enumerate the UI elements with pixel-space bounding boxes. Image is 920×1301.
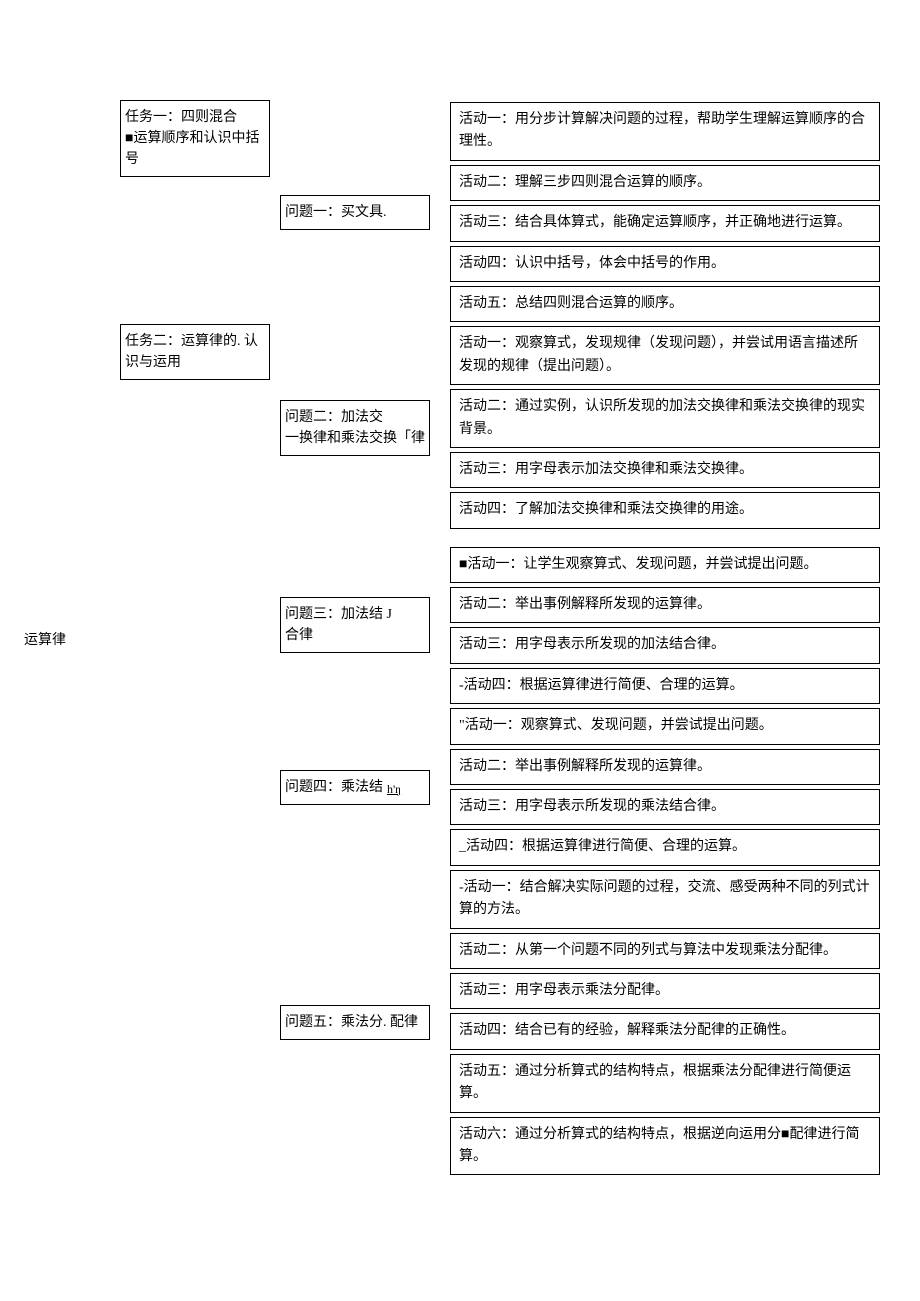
activity-box: 活动四：结合已有的经验，解释乘法分配律的正确性。: [450, 1013, 880, 1049]
activity-box: 活动二：举出事例解释所发现的运算律。: [450, 587, 880, 623]
question-1-box: 问题一：买文具.: [280, 195, 430, 230]
activity-box: 活动一：用分步计算解决问题的过程，帮助学生理解运算顺序的合理性。: [450, 102, 880, 161]
question-5-box: 问题五：乘法分. 配律: [280, 1005, 430, 1040]
task-2-box: 任务二：运算律的. 认识与运用: [120, 324, 270, 380]
q5-activities: -活动一：结合解决实际问题的过程，交流、感受两种不同的列式计算的方法。 活动二：…: [450, 868, 890, 1178]
tree-root: 运算律 任务一：四则混合 ■运算顺序和认识中括号 问题一：买文具. 活动一：用分…: [20, 100, 900, 1177]
q3-activities: ■活动一：让学生观察算式、发现问题，并尝试提出问题。 活动二：举出事例解释所发现…: [450, 545, 890, 707]
activity-box: 活动二：理解三步四则混合运算的顺序。: [450, 165, 880, 201]
q1-activities: 活动一：用分步计算解决问题的过程，帮助学生理解运算顺序的合理性。 活动二：理解三…: [450, 100, 890, 324]
q2-activities: 活动一：观察算式，发现规律（发现问题），并尝试用语言描述所发现的规律（提出问题）…: [450, 324, 890, 530]
q4-suffix: h'ŋ: [387, 780, 401, 798]
activity-box: _活动四：根据运算律进行简便、合理的运算。: [450, 829, 880, 865]
question-4-box: 问题四：乘法结 h'ŋ: [280, 770, 430, 805]
activity-box: 活动三：用字母表示加法交换律和乘法交换律。: [450, 452, 880, 488]
q4-activities: "活动一：观察算式、发现问题，并尝试提出问题。 活动二：举出事例解释所发现的运算…: [450, 706, 890, 868]
activity-box: 活动四：了解加法交换律和乘法交换律的用途。: [450, 492, 880, 528]
q4-label: 问题四：乘法结: [285, 777, 383, 798]
activity-box: "活动一：观察算式、发现问题，并尝试提出问题。: [450, 708, 880, 744]
activity-box: 活动五：总结四则混合运算的顺序。: [450, 286, 880, 322]
question-3-box: 问题三：加法结 J 合律: [280, 597, 430, 653]
activity-box: 活动六：通过分析算式的结构特点，根据逆向运用分■配律进行简算。: [450, 1117, 880, 1176]
root-column: 运算律: [20, 100, 120, 1177]
activity-box: 活动二：从第一个问题不同的列式与算法中发现乘法分配律。: [450, 933, 880, 969]
task-1-box: 任务一：四则混合 ■运算顺序和认识中括号: [120, 100, 270, 177]
activity-box: 活动二：举出事例解释所发现的运算律。: [450, 749, 880, 785]
activity-box: 活动一：观察算式，发现规律（发现问题），并尝试用语言描述所发现的规律（提出问题）…: [450, 326, 880, 385]
activity-box: 活动三：用字母表示所发现的乘法结合律。: [450, 789, 880, 825]
activity-box: -活动四：根据运算律进行简便、合理的运算。: [450, 668, 880, 704]
activity-box: 活动五：通过分析算式的结构特点，根据乘法分配律进行简便运算。: [450, 1054, 880, 1113]
root-label: 运算律: [20, 625, 70, 653]
activity-box: 活动三：结合具体算式，能确定运算顺序，并正确地进行运算。: [450, 205, 880, 241]
activity-box: 活动四：认识中括号，体会中括号的作用。: [450, 246, 880, 282]
activity-box: -活动一：结合解决实际问题的过程，交流、感受两种不同的列式计算的方法。: [450, 870, 880, 929]
activity-box: 活动二：通过实例，认识所发现的加法交换律和乘法交换律的现实背景。: [450, 389, 880, 448]
activity-box: 活动三：用字母表示乘法分配律。: [450, 973, 880, 1009]
activity-box: ■活动一：让学生观察算式、发现问题，并尝试提出问题。: [450, 547, 880, 583]
question-2-box: 问题二：加法交 一换律和乘法交换「律: [280, 400, 430, 456]
activity-box: 活动三：用字母表示所发现的加法结合律。: [450, 627, 880, 663]
